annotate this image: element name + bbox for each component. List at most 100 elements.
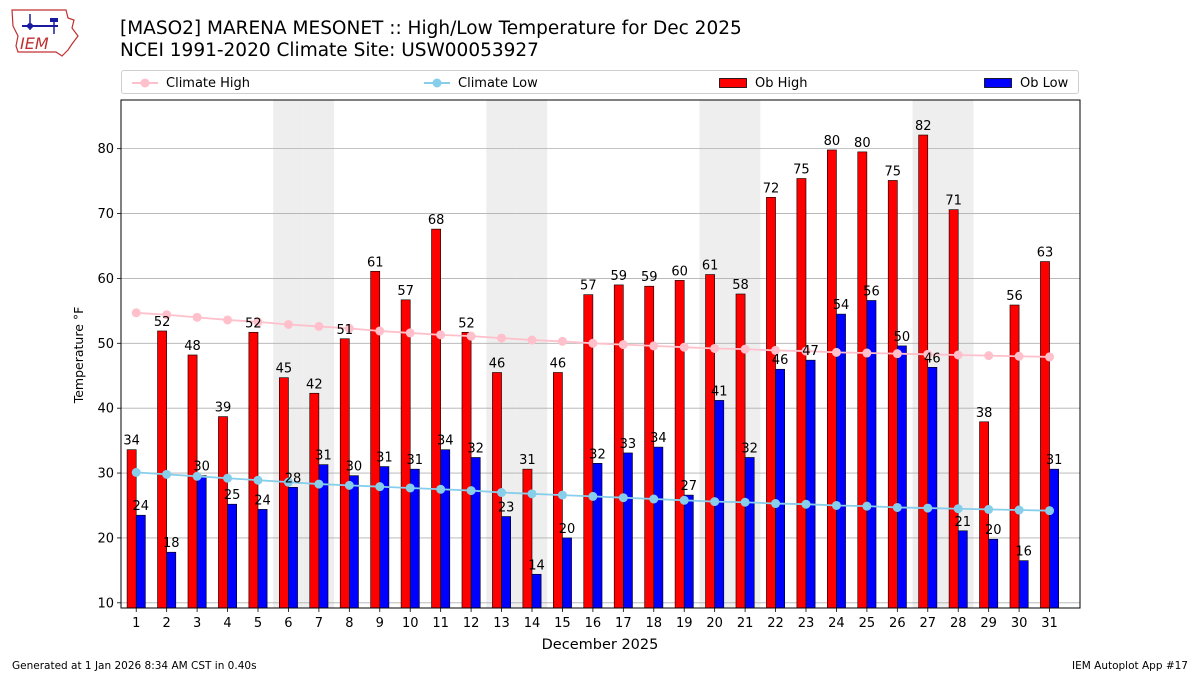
label-ob-low-13: 23 — [498, 501, 515, 516]
climate-low-point-23 — [801, 499, 811, 509]
climate-high-point-14 — [527, 335, 537, 345]
bar-ob-low-29 — [988, 538, 999, 609]
climate-low-point-8 — [344, 480, 354, 490]
xtick-label-23: 23 — [798, 616, 815, 631]
bar-ob-low-18 — [653, 446, 664, 609]
climate-high-point-28 — [953, 350, 963, 360]
xtick-label-15: 15 — [554, 616, 571, 631]
xtick-label-29: 29 — [980, 616, 997, 631]
legend-marker-climate-low — [424, 78, 450, 88]
climate-high-point-17 — [618, 340, 628, 350]
label-ob-low-29: 20 — [985, 523, 1002, 538]
xtick-label-4: 4 — [223, 616, 231, 631]
bar-ob-low-2 — [166, 551, 177, 609]
climate-low-point-15 — [557, 490, 567, 500]
climate-high-point-6 — [283, 319, 293, 329]
bar-ob-low-30 — [1018, 560, 1029, 609]
xtick-label-17: 17 — [615, 616, 632, 631]
bar-ob-low-20 — [714, 400, 725, 609]
bar-ob-low-10 — [409, 468, 420, 609]
footer-generated: Generated at 1 Jan 2026 8:34 AM CST in 0… — [12, 660, 257, 672]
bar-ob-low-7 — [318, 464, 329, 609]
xtick-label-30: 30 — [1011, 616, 1028, 631]
ytick-label-10: 10 — [97, 596, 114, 611]
label-ob-high-28: 71 — [945, 194, 962, 209]
climate-high-point-8 — [344, 323, 354, 333]
label-ob-low-9: 31 — [376, 451, 393, 466]
label-ob-low-16: 32 — [589, 447, 606, 462]
bar-ob-low-11 — [440, 449, 451, 609]
bar-ob-high-24 — [827, 149, 837, 609]
bar-ob-high-26 — [887, 180, 898, 609]
bar-ob-high-21 — [735, 293, 746, 609]
shade-day-6 — [273, 100, 304, 608]
label-ob-high-4: 39 — [215, 401, 232, 416]
label-ob-low-28: 21 — [955, 515, 972, 530]
climate-low-point-13 — [497, 488, 507, 498]
footer-app-id: IEM Autoplot App #17 — [1072, 660, 1188, 672]
climate-high-point-15 — [557, 336, 567, 346]
bar-ob-high-1 — [126, 449, 137, 609]
shade-day-27 — [912, 100, 943, 608]
climate-low-point-9 — [375, 482, 385, 492]
label-ob-low-4: 25 — [224, 488, 241, 503]
label-ob-high-19: 60 — [671, 264, 688, 279]
label-ob-low-17: 33 — [620, 437, 637, 452]
legend-label-climate-high: Climate High — [166, 75, 251, 91]
label-ob-high-6: 45 — [276, 362, 293, 377]
label-ob-high-30: 56 — [1006, 289, 1023, 304]
label-ob-low-30: 16 — [1015, 545, 1032, 560]
bar-ob-low-16 — [592, 463, 603, 609]
shade-day-21 — [729, 100, 761, 608]
bar-ob-high-15 — [553, 372, 563, 609]
xtick-label-8: 8 — [345, 616, 353, 631]
label-ob-high-22: 72 — [763, 181, 780, 196]
climate-high-point-4 — [223, 315, 233, 325]
bar-ob-high-27 — [918, 134, 929, 609]
label-ob-low-21: 32 — [741, 441, 758, 456]
xtick-label-1: 1 — [132, 616, 140, 631]
climate-low-point-20 — [710, 497, 720, 507]
climate-high-point-7 — [314, 321, 324, 331]
title-line-2: NCEI 1991-2020 Climate Site: USW00053927 — [120, 40, 539, 61]
legend-marker-ob-low — [984, 78, 1012, 88]
iem-logo: IEM — [11, 9, 79, 57]
label-ob-high-31: 63 — [1037, 246, 1054, 261]
label-ob-low-8: 30 — [346, 460, 363, 475]
bar-ob-low-9 — [379, 466, 390, 609]
climate-high-point-13 — [497, 333, 507, 343]
y-axis-label: Temperature °F — [71, 307, 86, 405]
label-ob-high-23: 75 — [793, 163, 810, 178]
label-ob-low-24: 54 — [833, 298, 850, 313]
climate-low-point-17 — [618, 493, 628, 503]
label-ob-low-25: 56 — [863, 284, 880, 299]
climate-high-point-1 — [131, 308, 141, 318]
bar-ob-high-14 — [522, 468, 533, 609]
shade-day-7 — [303, 100, 335, 608]
label-ob-high-11: 68 — [428, 213, 445, 228]
ytick-label-50: 50 — [97, 337, 114, 352]
bar-ob-low-19 — [683, 494, 694, 609]
bar-ob-low-24 — [836, 313, 846, 609]
xtick-label-27: 27 — [920, 616, 937, 631]
label-ob-low-14: 14 — [528, 558, 545, 573]
climate-high-point-20 — [710, 343, 720, 353]
label-ob-low-6: 28 — [285, 471, 302, 486]
legend-item-climate-high: Climate High — [132, 74, 250, 92]
label-ob-high-29: 38 — [976, 406, 993, 421]
bar-ob-high-13 — [492, 372, 502, 609]
bar-ob-low-12 — [470, 457, 481, 609]
label-ob-low-18: 34 — [650, 431, 667, 446]
label-ob-high-9: 61 — [367, 255, 384, 270]
climate-low-point-6 — [283, 477, 293, 487]
xtick-label-26: 26 — [889, 616, 906, 631]
label-ob-high-2: 52 — [154, 315, 171, 330]
bar-ob-low-4 — [227, 503, 237, 609]
ytick-label-60: 60 — [97, 272, 114, 287]
y-gridlines — [121, 148, 1080, 604]
bar-ob-low-13 — [501, 516, 511, 609]
climate-high-point-27 — [923, 349, 933, 359]
legend-item-ob-low: Ob Low — [984, 74, 1068, 92]
xtick-label-9: 9 — [376, 616, 384, 631]
climate-low-point-22 — [771, 499, 781, 509]
